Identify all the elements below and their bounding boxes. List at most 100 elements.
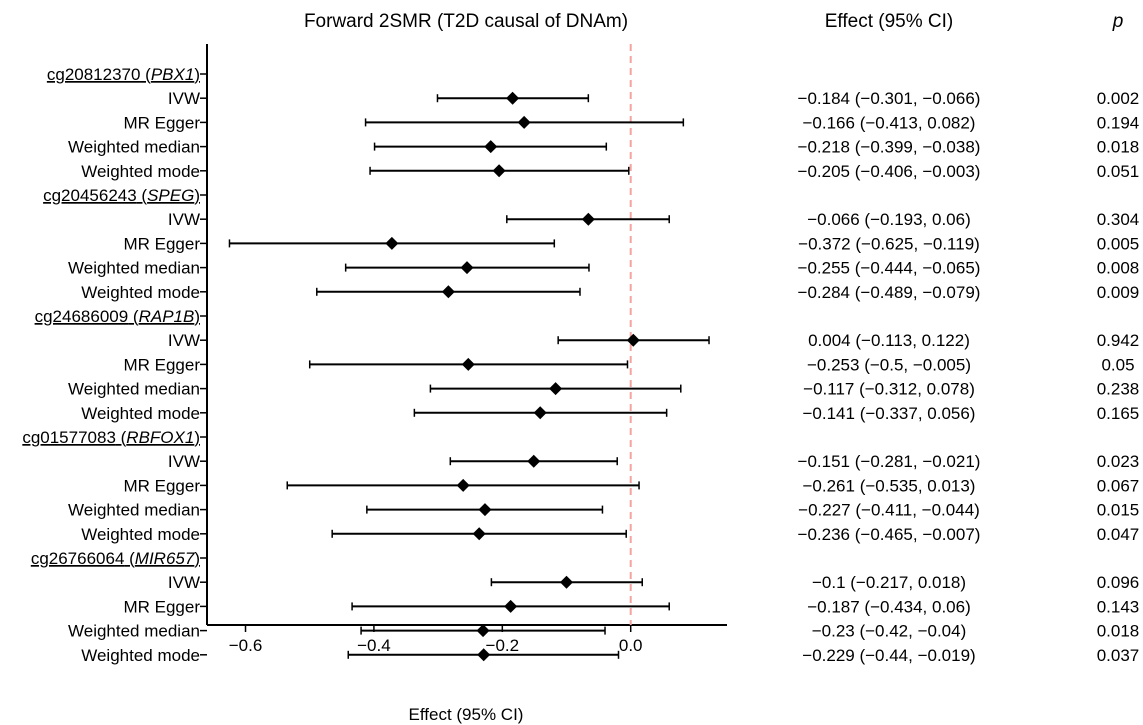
point-estimate-diamond (484, 140, 498, 154)
group-paren-close: ) (194, 428, 200, 447)
effect-ci-value: −0.372 (−0.625, −0.119) (798, 234, 980, 253)
group-cpg-id: cg24686009 (35, 307, 129, 326)
group-gene-name: MIR657 (135, 549, 195, 568)
point-estimate-diamond (506, 91, 520, 105)
method-label: Weighted mode (81, 283, 200, 302)
point-estimate-diamond (492, 164, 506, 178)
method-label: MR Egger (123, 234, 200, 253)
effect-ci-value: −0.117 (−0.312, 0.078) (803, 380, 975, 399)
p-value: 0.304 (1097, 210, 1140, 229)
group-paren-open: ( (124, 549, 135, 568)
p-value: 0.096 (1097, 573, 1140, 592)
method-label: Weighted median (68, 501, 200, 520)
point-estimate-diamond (477, 648, 491, 662)
p-value: 0.047 (1097, 525, 1140, 544)
p-value: 0.238 (1097, 380, 1140, 399)
effect-ci-value: −0.284 (−0.489, −0.079) (798, 283, 981, 302)
group-cpg-id: cg26766064 (31, 549, 125, 568)
group-label: cg20456243 (SPEG) (43, 186, 200, 205)
group-paren-open: ( (140, 65, 151, 84)
effect-ci-value: −0.261 (−0.535, 0.013) (803, 476, 976, 495)
p-value: 0.051 (1097, 162, 1140, 181)
group-label: cg26766064 (MIR657) (31, 549, 200, 568)
method-label: IVW (168, 89, 200, 108)
effect-ci-value: −0.151 (−0.281, −0.021) (798, 452, 981, 471)
point-estimate-diamond (504, 599, 518, 613)
x-axis-label: Effect (95% CI) (409, 705, 524, 724)
group-gene-name: SPEG (147, 186, 194, 205)
method-label: Weighted mode (81, 404, 200, 423)
effect-ci-value: −0.141 (−0.337, 0.056) (803, 404, 976, 423)
group-cpg-id: cg20812370 (47, 65, 141, 84)
point-estimate-diamond (460, 261, 474, 275)
p-value: 0.143 (1097, 597, 1140, 616)
effect-ci-value: −0.184 (−0.301, −0.066) (798, 89, 981, 108)
effect-ci-value: −0.229 (−0.44, −0.019) (802, 646, 975, 665)
effect-ci-value: −0.23 (−0.42, −0.04) (812, 622, 967, 641)
p-value: 0.165 (1097, 404, 1140, 423)
point-estimate-diamond (581, 212, 595, 226)
group-paren-close: ) (194, 186, 200, 205)
x-tick-label: −0.4 (357, 636, 391, 655)
effect-ci-value: −0.066 (−0.193, 0.06) (807, 210, 971, 229)
p-value: 0.015 (1097, 501, 1140, 520)
p-value: 0.005 (1097, 234, 1140, 253)
method-label: IVW (168, 573, 200, 592)
x-axis-ticks: −0.6 −0.4 −0.2 0.0 (229, 625, 643, 655)
x-tick-label: −0.6 (229, 636, 263, 655)
point-estimate-diamond (478, 503, 492, 517)
method-label: MR Egger (123, 597, 200, 616)
group-paren-close: ) (194, 65, 200, 84)
method-label: MR Egger (123, 113, 200, 132)
effect-ci-value: −0.255 (−0.444, −0.065) (798, 259, 981, 278)
effect-ci-value: −0.205 (−0.406, −0.003) (798, 162, 981, 181)
group-cpg-id: cg20456243 (43, 186, 137, 205)
rows-layer: cg20812370 (PBX1)IVW −0.184 (−0.301, −0.0… (22, 65, 1139, 665)
effect-ci-value: 0.004 (−0.113, 0.122) (808, 331, 970, 350)
method-label: Weighted median (68, 622, 200, 641)
point-estimate-diamond (626, 333, 640, 347)
p-value: 0.037 (1097, 646, 1140, 665)
point-estimate-diamond (533, 406, 547, 420)
effect-ci-value: −0.1 (−0.217, 0.018) (812, 573, 966, 592)
group-label: cg01577083 (RBFOX1) (22, 428, 200, 447)
group-cpg-id: cg01577083 (22, 428, 116, 447)
point-estimate-diamond (461, 357, 475, 371)
group-paren-open: ( (137, 186, 148, 205)
method-label: Weighted mode (81, 525, 200, 544)
x-tick-label: 0.0 (619, 636, 643, 655)
effect-ci-value: −0.227 (−0.411, −0.044) (798, 501, 980, 520)
point-estimate-diamond (549, 382, 563, 396)
p-value: 0.942 (1097, 331, 1140, 350)
group-label: cg20812370 (PBX1) (47, 65, 200, 84)
p-value: 0.009 (1097, 283, 1140, 302)
point-estimate-diamond (476, 624, 490, 638)
group-gene-name: RBFOX1 (126, 428, 194, 447)
group-paren-close: ) (194, 307, 200, 326)
p-value: 0.023 (1097, 452, 1140, 471)
point-estimate-diamond (517, 115, 531, 129)
effect-ci-value: −0.236 (−0.465, −0.007) (798, 525, 981, 544)
p-value: 0.194 (1097, 113, 1140, 132)
method-label: MR Egger (123, 355, 200, 374)
point-estimate-diamond (560, 575, 574, 589)
p-value: 0.002 (1097, 89, 1140, 108)
method-label: Weighted median (68, 380, 200, 399)
method-label: Weighted mode (81, 646, 200, 665)
method-label: IVW (168, 331, 200, 350)
group-paren-open: ( (128, 307, 139, 326)
x-tick-label: −0.2 (486, 636, 520, 655)
chart-title: Forward 2SMR (T2D causal of DNAm) (304, 11, 628, 32)
group-label: cg24686009 (RAP1B) (35, 307, 200, 326)
p-value: 0.018 (1097, 138, 1140, 157)
effect-column-header: Effect (95% CI) (825, 11, 953, 32)
method-label: MR Egger (123, 476, 200, 495)
effect-ci-value: −0.218 (−0.399, −0.038) (798, 138, 981, 157)
point-estimate-diamond (472, 527, 486, 541)
group-gene-name: PBX1 (151, 65, 194, 84)
method-label: Weighted median (68, 138, 200, 157)
p-value: 0.067 (1097, 476, 1140, 495)
method-label: Weighted mode (81, 162, 200, 181)
method-label: IVW (168, 210, 200, 229)
group-gene-name: RAP1B (139, 307, 195, 326)
